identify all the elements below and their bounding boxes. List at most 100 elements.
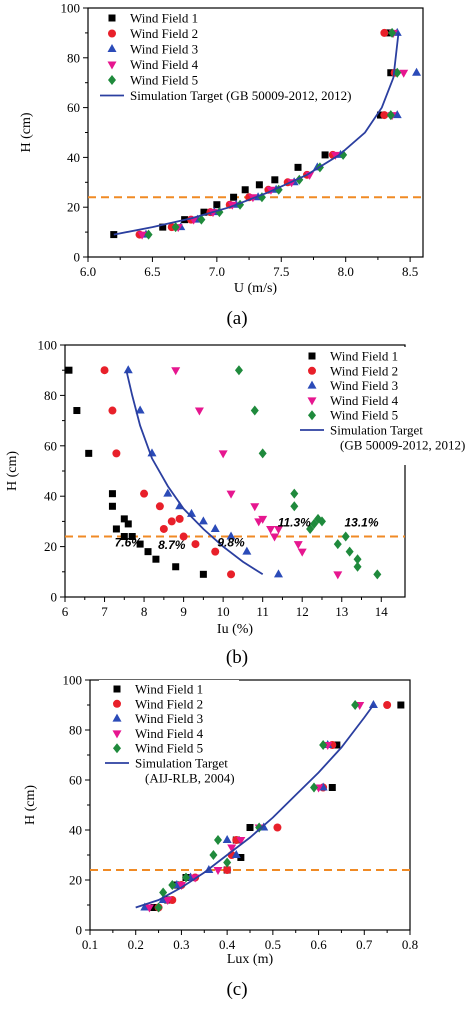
data-point xyxy=(110,231,118,239)
data-point xyxy=(191,540,200,549)
data-point xyxy=(380,111,389,120)
y-tick-label: 40 xyxy=(44,489,57,504)
data-point xyxy=(236,837,246,845)
chart-panel-a: 6.0 6.5 7.0 7.5 8.0 8.5 0 20 40 60 80 100 U (m/s) H (… xyxy=(19,1,424,329)
y-tick-label: 60 xyxy=(69,773,82,788)
y-tick-label: 100 xyxy=(61,1,81,16)
legend-label: Wind Field 3 xyxy=(130,42,198,57)
data-point xyxy=(171,222,180,233)
x-tick-label: 0.3 xyxy=(173,937,189,952)
data-point xyxy=(333,539,342,550)
legend-marker xyxy=(308,366,316,375)
x-tick-label: 11 xyxy=(256,604,269,619)
data-point xyxy=(270,533,280,542)
data-point xyxy=(273,525,283,534)
x-tick-label: 7 xyxy=(101,604,108,619)
data-point xyxy=(294,163,302,171)
data-point xyxy=(175,514,184,523)
data-point xyxy=(351,700,360,710)
data-point xyxy=(328,784,336,791)
data-point xyxy=(353,554,362,565)
series-wind-field-5 xyxy=(234,365,382,580)
data-point xyxy=(155,502,164,511)
series-wind-field-1 xyxy=(65,366,207,578)
data-point xyxy=(237,854,245,861)
data-point xyxy=(211,547,220,556)
y-tick-label: 80 xyxy=(69,723,82,738)
data-point xyxy=(159,524,168,533)
data-point xyxy=(223,857,232,868)
legend-marker xyxy=(113,743,121,754)
annotation-label: 13.1% xyxy=(344,515,378,529)
data-point xyxy=(213,201,221,209)
x-tick-label: 8.5 xyxy=(402,264,418,279)
data-point xyxy=(198,516,208,525)
x-axis-label: U (m/s) xyxy=(234,281,278,296)
data-point xyxy=(159,223,167,231)
data-point xyxy=(136,540,144,548)
data-point xyxy=(112,449,121,458)
data-point xyxy=(250,503,260,512)
legend-marker xyxy=(307,397,317,406)
data-point xyxy=(167,517,176,526)
data-point xyxy=(330,151,340,160)
legend-label: Wind Field 5 xyxy=(330,408,398,423)
annotation-label: 11.3% xyxy=(278,515,311,529)
data-point xyxy=(397,701,405,709)
data-point xyxy=(255,822,264,833)
legend-label: Wind Field 2 xyxy=(135,696,203,711)
data-point xyxy=(108,406,117,415)
data-point xyxy=(200,208,208,216)
legend-label: Wind Field 4 xyxy=(135,726,204,741)
data-point xyxy=(197,214,206,225)
y-tick-label: 80 xyxy=(44,388,57,403)
data-point xyxy=(266,525,276,534)
x-tick-label: 9 xyxy=(180,604,187,619)
data-point xyxy=(100,366,109,375)
data-point xyxy=(218,450,228,459)
data-point xyxy=(412,67,422,76)
x-tick-label: 0.5 xyxy=(265,937,281,952)
series-wind-field-3 xyxy=(123,365,283,578)
data-point xyxy=(226,490,236,499)
data-point xyxy=(297,548,307,557)
data-point xyxy=(209,850,218,860)
data-point xyxy=(222,835,232,843)
legend-label: Wind Field 1 xyxy=(130,11,198,26)
y-tick-label: 100 xyxy=(63,673,83,688)
series-wind-field-4 xyxy=(171,367,343,580)
y-axis-label: H (cm) xyxy=(5,451,20,491)
legend-label: Wind Field 4 xyxy=(330,393,399,408)
legend-marker xyxy=(108,75,116,85)
panel-label: (b) xyxy=(226,647,248,668)
legend-background xyxy=(99,680,239,798)
data-point xyxy=(150,904,158,911)
data-point xyxy=(140,489,149,498)
chart-panel-b: 6 7 8 9 10 11 12 13 14 0 20 40 60 80 100 Iu (%) H (cm) 7.… xyxy=(5,338,465,669)
data-point xyxy=(373,569,382,580)
data-point xyxy=(168,880,177,890)
y-tick-label: 20 xyxy=(67,200,80,215)
data-point xyxy=(85,449,93,457)
legend-label: Wind Field 3 xyxy=(135,711,203,726)
data-point xyxy=(318,782,328,791)
data-point xyxy=(333,741,341,749)
x-tick-label: 12 xyxy=(296,604,309,619)
y-tick-label: 40 xyxy=(69,823,82,838)
data-point xyxy=(152,555,160,563)
data-point xyxy=(392,110,402,119)
data-point xyxy=(182,872,190,883)
annotation-label: 7.6% xyxy=(115,536,143,550)
data-point xyxy=(171,367,181,376)
data-point xyxy=(317,516,326,527)
data-point xyxy=(319,740,328,750)
chart-panel-c: 0.1 0.2 0.3 0.4 0.5 0.6 0.7 0.8 0 20 40 60 80 100 Lux … xyxy=(23,673,418,1001)
legend-marker xyxy=(107,44,117,52)
data-point xyxy=(194,407,204,416)
panel-label: (a) xyxy=(226,308,247,329)
data-point xyxy=(112,525,120,533)
data-point xyxy=(108,502,116,510)
y-tick-label: 0 xyxy=(74,250,81,265)
data-point xyxy=(137,231,147,240)
